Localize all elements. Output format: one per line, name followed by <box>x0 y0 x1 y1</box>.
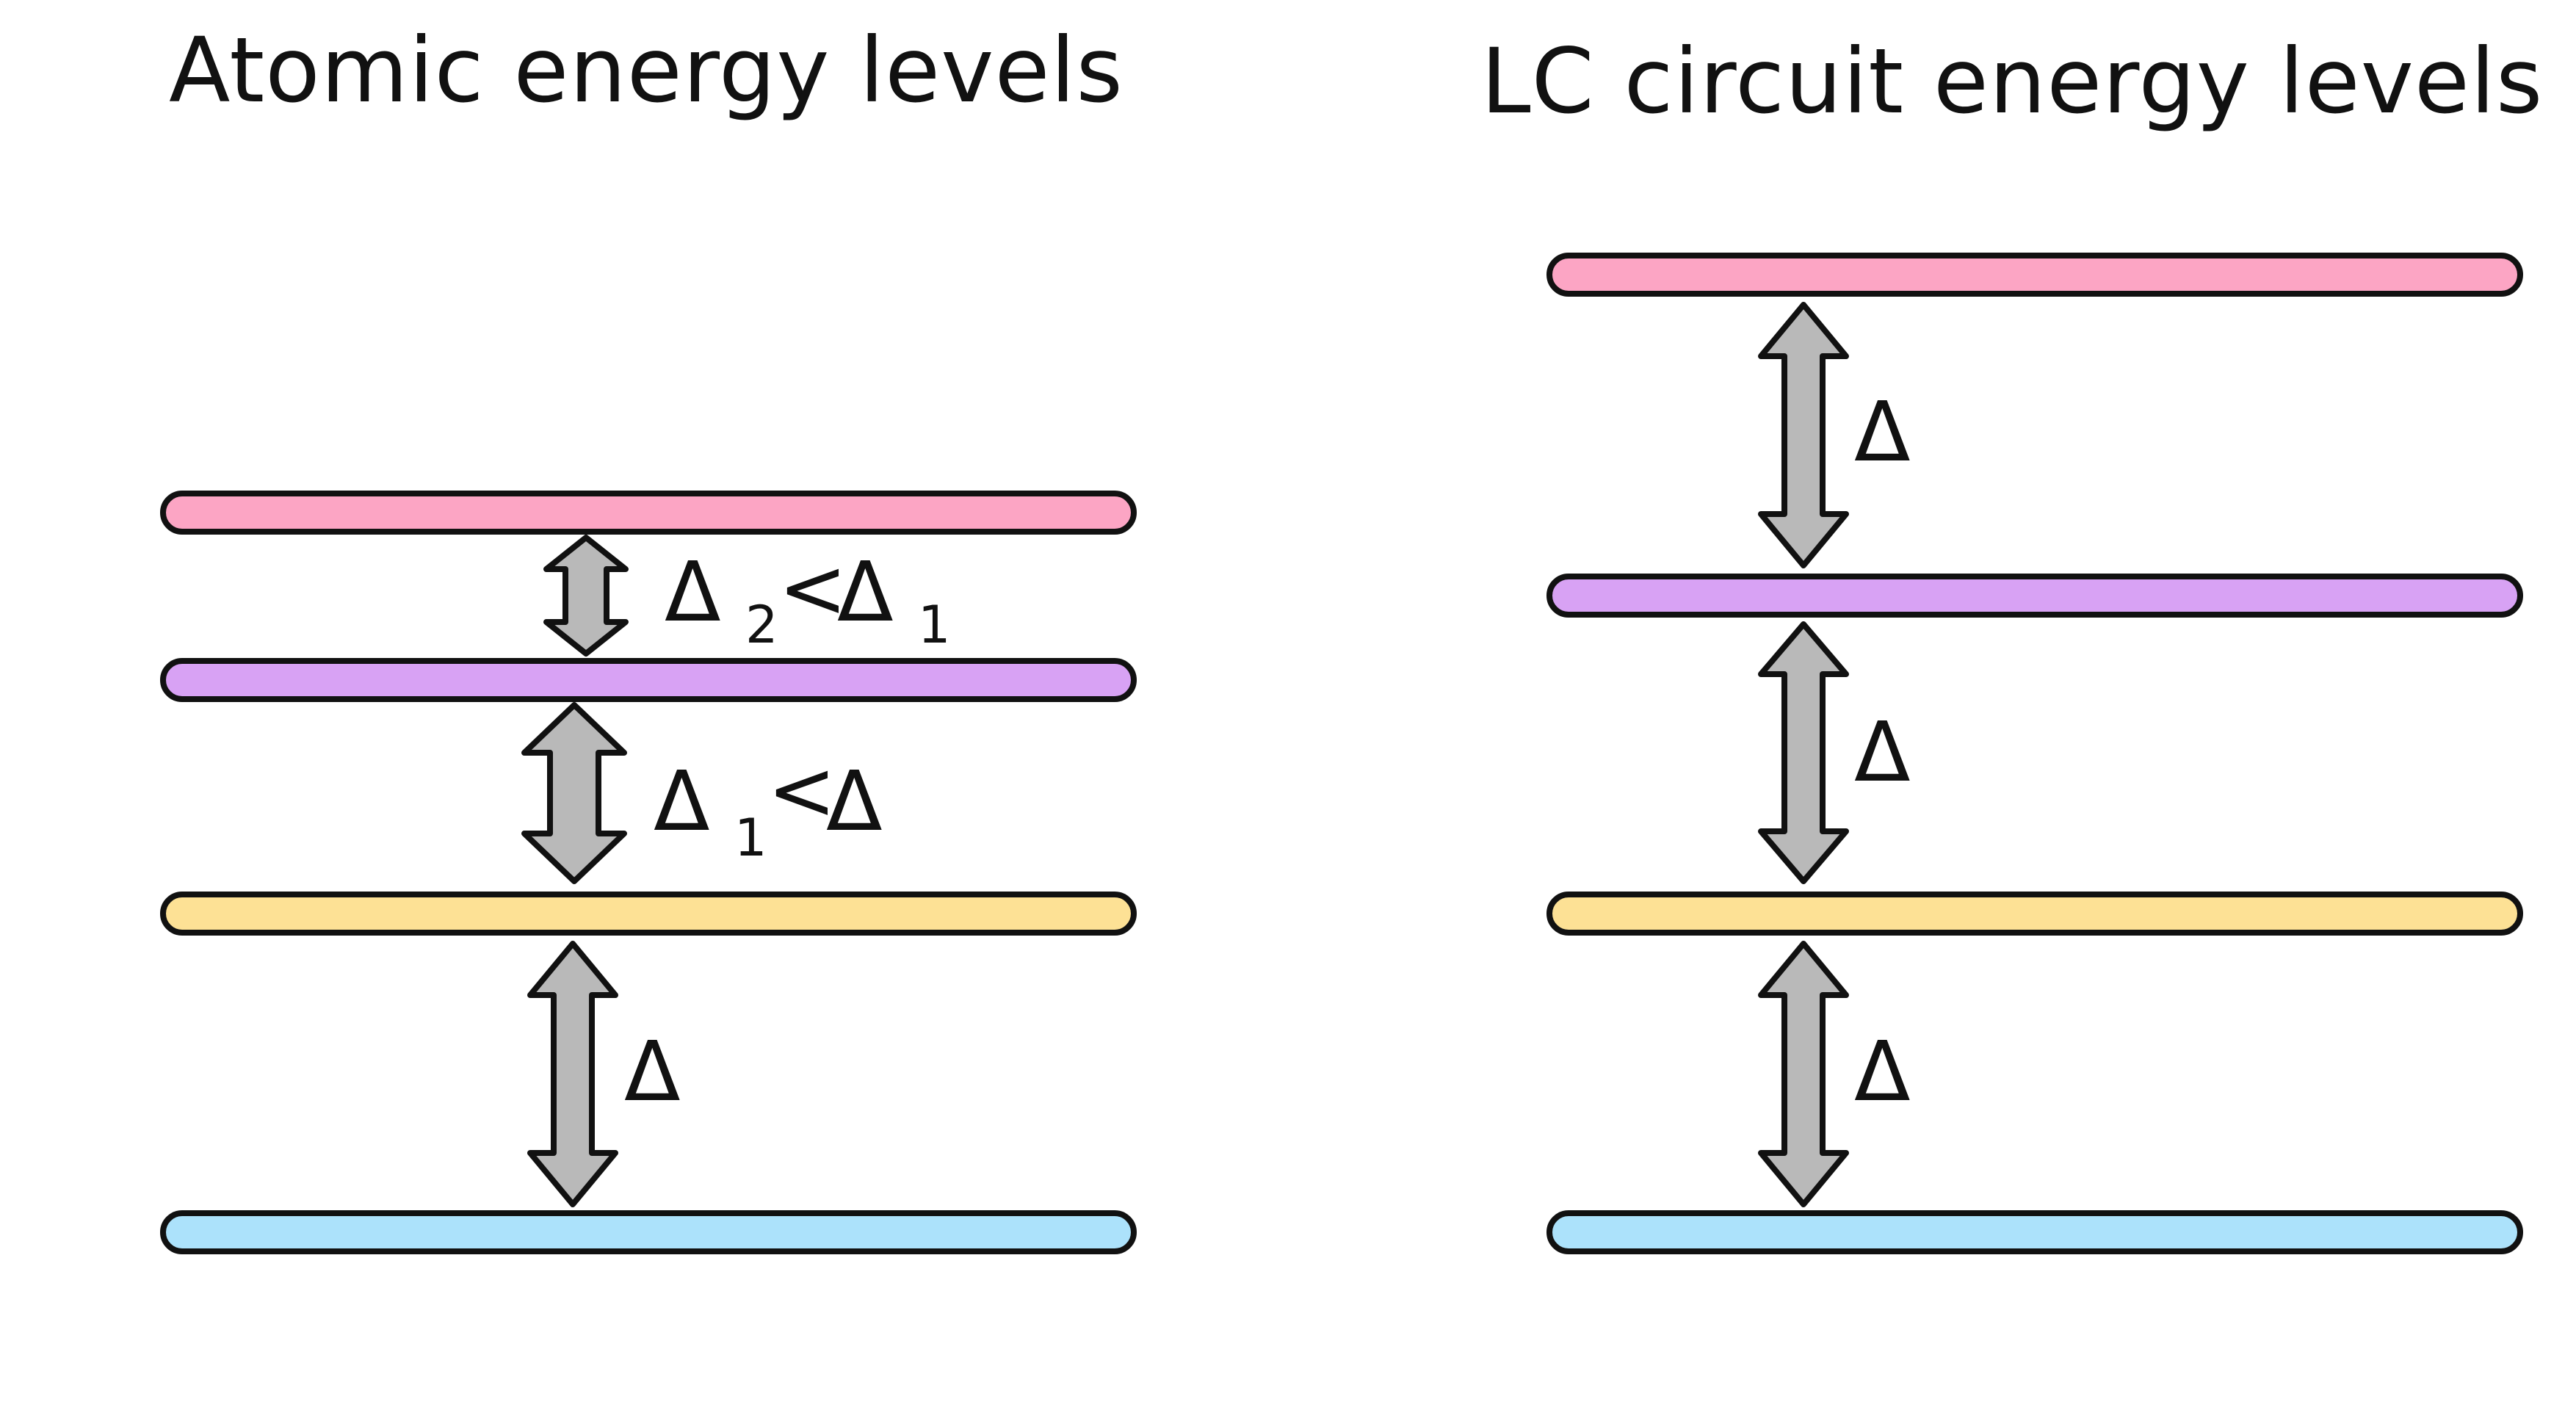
atomic-gap-middle-sub: 1 <box>734 808 767 868</box>
atomic-gap-top-delta2: Δ <box>837 545 894 640</box>
atomic-gap-top-sub: 2 <box>745 595 778 655</box>
atomic-gap-middle-delta2: Δ <box>826 754 883 850</box>
atomic-gap-middle-relation: < <box>767 743 836 839</box>
lc-gap-arrow-top <box>1758 302 1849 568</box>
lc-gap-arrow-bottom <box>1758 941 1849 1207</box>
atomic-gap-middle-delta: Δ <box>654 754 710 850</box>
lc-gap-arrows <box>1758 302 1849 1207</box>
lc-gap-bottom-delta: Δ <box>1854 1024 1911 1120</box>
lc-gap-arrow-middle <box>1758 621 1849 884</box>
atomic-panel-title: Atomic energy levels <box>169 18 1124 123</box>
atomic-gap-arrow-top <box>543 535 629 657</box>
atomic-gap-labels: Δ 2 < Δ 1 Δ 1 < Δ Δ <box>624 541 951 1120</box>
atomic-gap-top-relation: < <box>778 541 847 637</box>
atomic-gap-bottom-delta: Δ <box>624 1024 681 1120</box>
lc-level-2-bar <box>1546 892 2523 936</box>
lc-level-3-bar <box>1546 574 2523 618</box>
lc-gap-top-delta: Δ <box>1854 385 1911 480</box>
lc-level-1-bar <box>1546 1210 2523 1254</box>
atomic-gap-arrow-bottom <box>527 941 618 1207</box>
lc-gap-middle-delta: Δ <box>1854 705 1911 800</box>
lc-levels <box>1546 253 2523 1254</box>
atomic-gap-top-sub2: 1 <box>918 595 951 655</box>
atomic-gap-arrow-middle <box>521 702 627 884</box>
lc-gap-labels: Δ Δ Δ <box>1854 385 1911 1120</box>
atomic-level-4-bar <box>160 491 1137 535</box>
atomic-gap-top-delta: Δ <box>665 545 721 640</box>
atomic-gap-arrows <box>521 535 629 1207</box>
atomic-level-1-bar <box>160 1210 1137 1254</box>
atomic-levels <box>160 491 1137 1254</box>
lc-panel-title: LC circuit energy levels <box>1480 29 2544 134</box>
lc-level-4-bar <box>1546 253 2523 297</box>
atomic-level-3-bar <box>160 658 1137 702</box>
atomic-level-2-bar <box>160 892 1137 936</box>
